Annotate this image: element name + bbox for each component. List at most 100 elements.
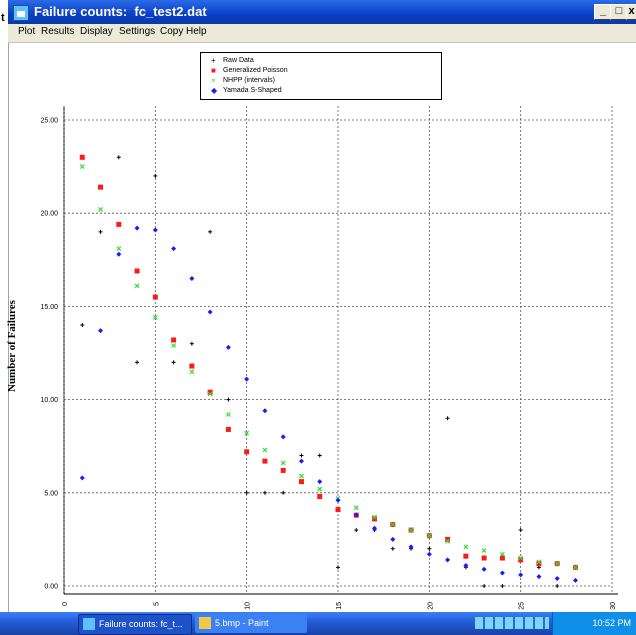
point-generalized-poisson <box>262 458 268 464</box>
point-generalized-poisson <box>280 467 286 473</box>
y-tick-label: 0.00 <box>44 584 58 591</box>
point-nhpp-intervals- <box>152 315 158 321</box>
point-raw-data <box>244 490 249 495</box>
x-tick-label: 15 <box>336 602 343 610</box>
close-button[interactable]: x <box>626 4 636 20</box>
legend-entry-generalized-poisson: ■ Generalized Poisson <box>211 67 288 75</box>
clock: 10:52 PM <box>592 618 631 628</box>
point-nhpp-intervals- <box>445 538 451 544</box>
point-yamada-s-shaped <box>152 227 158 233</box>
point-nhpp-intervals- <box>98 207 103 212</box>
point-raw-data <box>208 229 213 234</box>
background-window-edge: t <box>0 0 9 612</box>
point-raw-data <box>390 546 395 551</box>
point-raw-data <box>317 453 322 458</box>
point-raw-data <box>445 416 450 421</box>
point-nhpp-intervals- <box>225 412 231 417</box>
y-tick-label: 20.00 <box>40 211 58 218</box>
window-title: Failure counts: fc_test2.dat <box>34 4 207 19</box>
menu-copy[interactable]: Copy <box>160 26 184 37</box>
plus-marker-icon: + <box>211 56 216 65</box>
point-nhpp-intervals- <box>299 473 304 479</box>
point-raw-data <box>135 360 140 365</box>
chart-grid <box>63 106 618 595</box>
point-nhpp-intervals- <box>463 544 469 550</box>
point-nhpp-intervals- <box>353 505 359 511</box>
point-yamada-s-shaped <box>572 577 578 583</box>
point-raw-data <box>299 453 304 458</box>
point-yamada-s-shaped <box>98 328 104 334</box>
x-tick-label: 0 <box>62 602 69 606</box>
menu-bar: Plot Results Display Settings Copy Help <box>8 24 636 43</box>
point-nhpp-intervals- <box>554 561 560 567</box>
point-generalized-poisson <box>171 337 177 343</box>
point-raw-data <box>262 490 267 495</box>
system-tray: 10:52 PM <box>475 612 636 635</box>
point-generalized-poisson <box>445 536 451 542</box>
point-raw-data <box>427 546 432 551</box>
point-nhpp-intervals- <box>262 447 268 453</box>
legend-label: NHPP (intervals) <box>223 77 275 84</box>
point-generalized-poisson <box>189 363 195 369</box>
failure-counts-chart[interactable]: 0.00 5.00 10.00 15.00 20.00 25.00 0 5 10 15 20 25 30 <box>0 0 636 612</box>
tray-icons[interactable] <box>475 617 549 629</box>
legend-entry-yamada: ◆ Yamada S-Shaped <box>211 87 282 95</box>
point-yamada-s-shaped <box>79 475 85 481</box>
point-generalized-poisson <box>152 294 158 300</box>
taskbar-item-failure-counts[interactable]: Failure counts: fc_t... <box>78 614 192 635</box>
menu-results[interactable]: Results <box>41 26 75 37</box>
point-yamada-s-shaped <box>280 434 286 440</box>
menu-plot[interactable]: Plot <box>18 26 36 37</box>
paint-icon <box>199 616 211 629</box>
point-generalized-poisson <box>244 449 250 455</box>
menu-display[interactable]: Display <box>80 26 113 37</box>
point-yamada-s-shaped <box>390 536 396 542</box>
point-nhpp-intervals- <box>536 559 542 565</box>
title-bar[interactable]: Failure counts: fc_test2.dat _ □ x <box>8 0 636 24</box>
point-generalized-poisson <box>98 184 104 190</box>
point-generalized-poisson <box>372 516 378 522</box>
point-raw-data <box>354 528 359 533</box>
point-generalized-poisson <box>79 154 85 160</box>
point-nhpp-intervals- <box>171 343 177 348</box>
point-nhpp-intervals- <box>481 548 487 554</box>
point-yamada-s-shaped <box>317 479 323 485</box>
point-generalized-poisson <box>518 557 524 563</box>
point-nhpp-intervals- <box>244 430 250 436</box>
point-generalized-poisson <box>317 494 323 500</box>
point-yamada-s-shaped <box>426 551 432 557</box>
point-yamada-s-shaped <box>408 544 414 550</box>
background-window-title-char: t <box>1 12 5 24</box>
square-marker-icon: ■ <box>211 66 216 75</box>
taskbar-item-label: Failure counts: fc_t... <box>99 619 183 629</box>
point-yamada-s-shaped <box>207 309 213 315</box>
point-nhpp-intervals- <box>426 533 432 539</box>
point-raw-data <box>80 323 85 328</box>
point-yamada-s-shaped <box>372 525 378 531</box>
point-generalized-poisson <box>207 389 213 395</box>
legend-label: Yamada S-Shaped <box>223 87 282 94</box>
point-yamada-s-shaped <box>189 275 195 281</box>
taskbar-item-label: 5.bmp - Paint <box>215 618 269 628</box>
diamond-marker-icon: ◆ <box>211 86 218 95</box>
chart-points <box>79 154 578 588</box>
legend-label: Generalized Poisson <box>223 67 288 74</box>
point-raw-data <box>336 565 340 570</box>
point-yamada-s-shaped <box>298 458 304 464</box>
x-tick-label: 20 <box>427 602 434 610</box>
point-yamada-s-shaped <box>499 570 505 576</box>
taskbar-item-paint[interactable]: 5.bmp - Paint <box>195 614 307 633</box>
point-raw-data <box>153 173 158 178</box>
point-generalized-poisson <box>116 221 122 227</box>
y-tick-label: 10.00 <box>40 397 58 404</box>
point-generalized-poisson <box>499 555 505 561</box>
menu-help[interactable]: Help <box>186 26 207 37</box>
y-axis-label: Number of Failures <box>6 300 18 392</box>
point-generalized-poisson <box>335 507 341 513</box>
legend-entry-raw-data: + Raw Data <box>211 57 254 65</box>
menu-settings[interactable]: Settings <box>119 26 156 37</box>
point-yamada-s-shaped <box>116 251 122 257</box>
point-nhpp-intervals- <box>134 283 140 289</box>
point-nhpp-intervals- <box>408 527 414 533</box>
point-nhpp-intervals- <box>207 391 213 397</box>
